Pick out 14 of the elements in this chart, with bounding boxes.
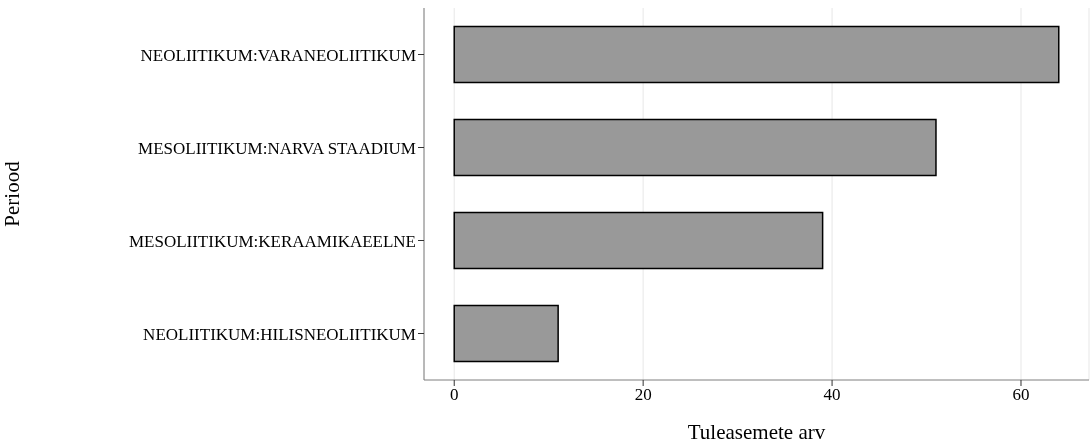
y-tick-label: NEOLIITIKUM:HILISNEOLIITIKUM bbox=[143, 324, 416, 344]
y-tick-label: NEOLIITIKUM:VARANEOLIITIKUM bbox=[140, 45, 416, 65]
y-tick-label: MESOLIITIKUM:NARVA STAADIUM bbox=[138, 138, 416, 158]
y-tick-label: MESOLIITIKUM:KERAAMIKAEELNE bbox=[128, 231, 416, 251]
x-tick-label: 40 bbox=[823, 385, 841, 405]
bar bbox=[453, 304, 559, 363]
x-tick-label: 60 bbox=[1012, 385, 1030, 405]
bar bbox=[453, 211, 824, 270]
bar bbox=[453, 25, 1060, 84]
y-axis-title: Periood bbox=[0, 160, 25, 227]
x-tick-label: 0 bbox=[449, 385, 459, 405]
x-axis-title: Tuleasemete arv bbox=[687, 420, 826, 441]
x-tick-label: 20 bbox=[634, 385, 652, 405]
bar bbox=[453, 118, 937, 177]
